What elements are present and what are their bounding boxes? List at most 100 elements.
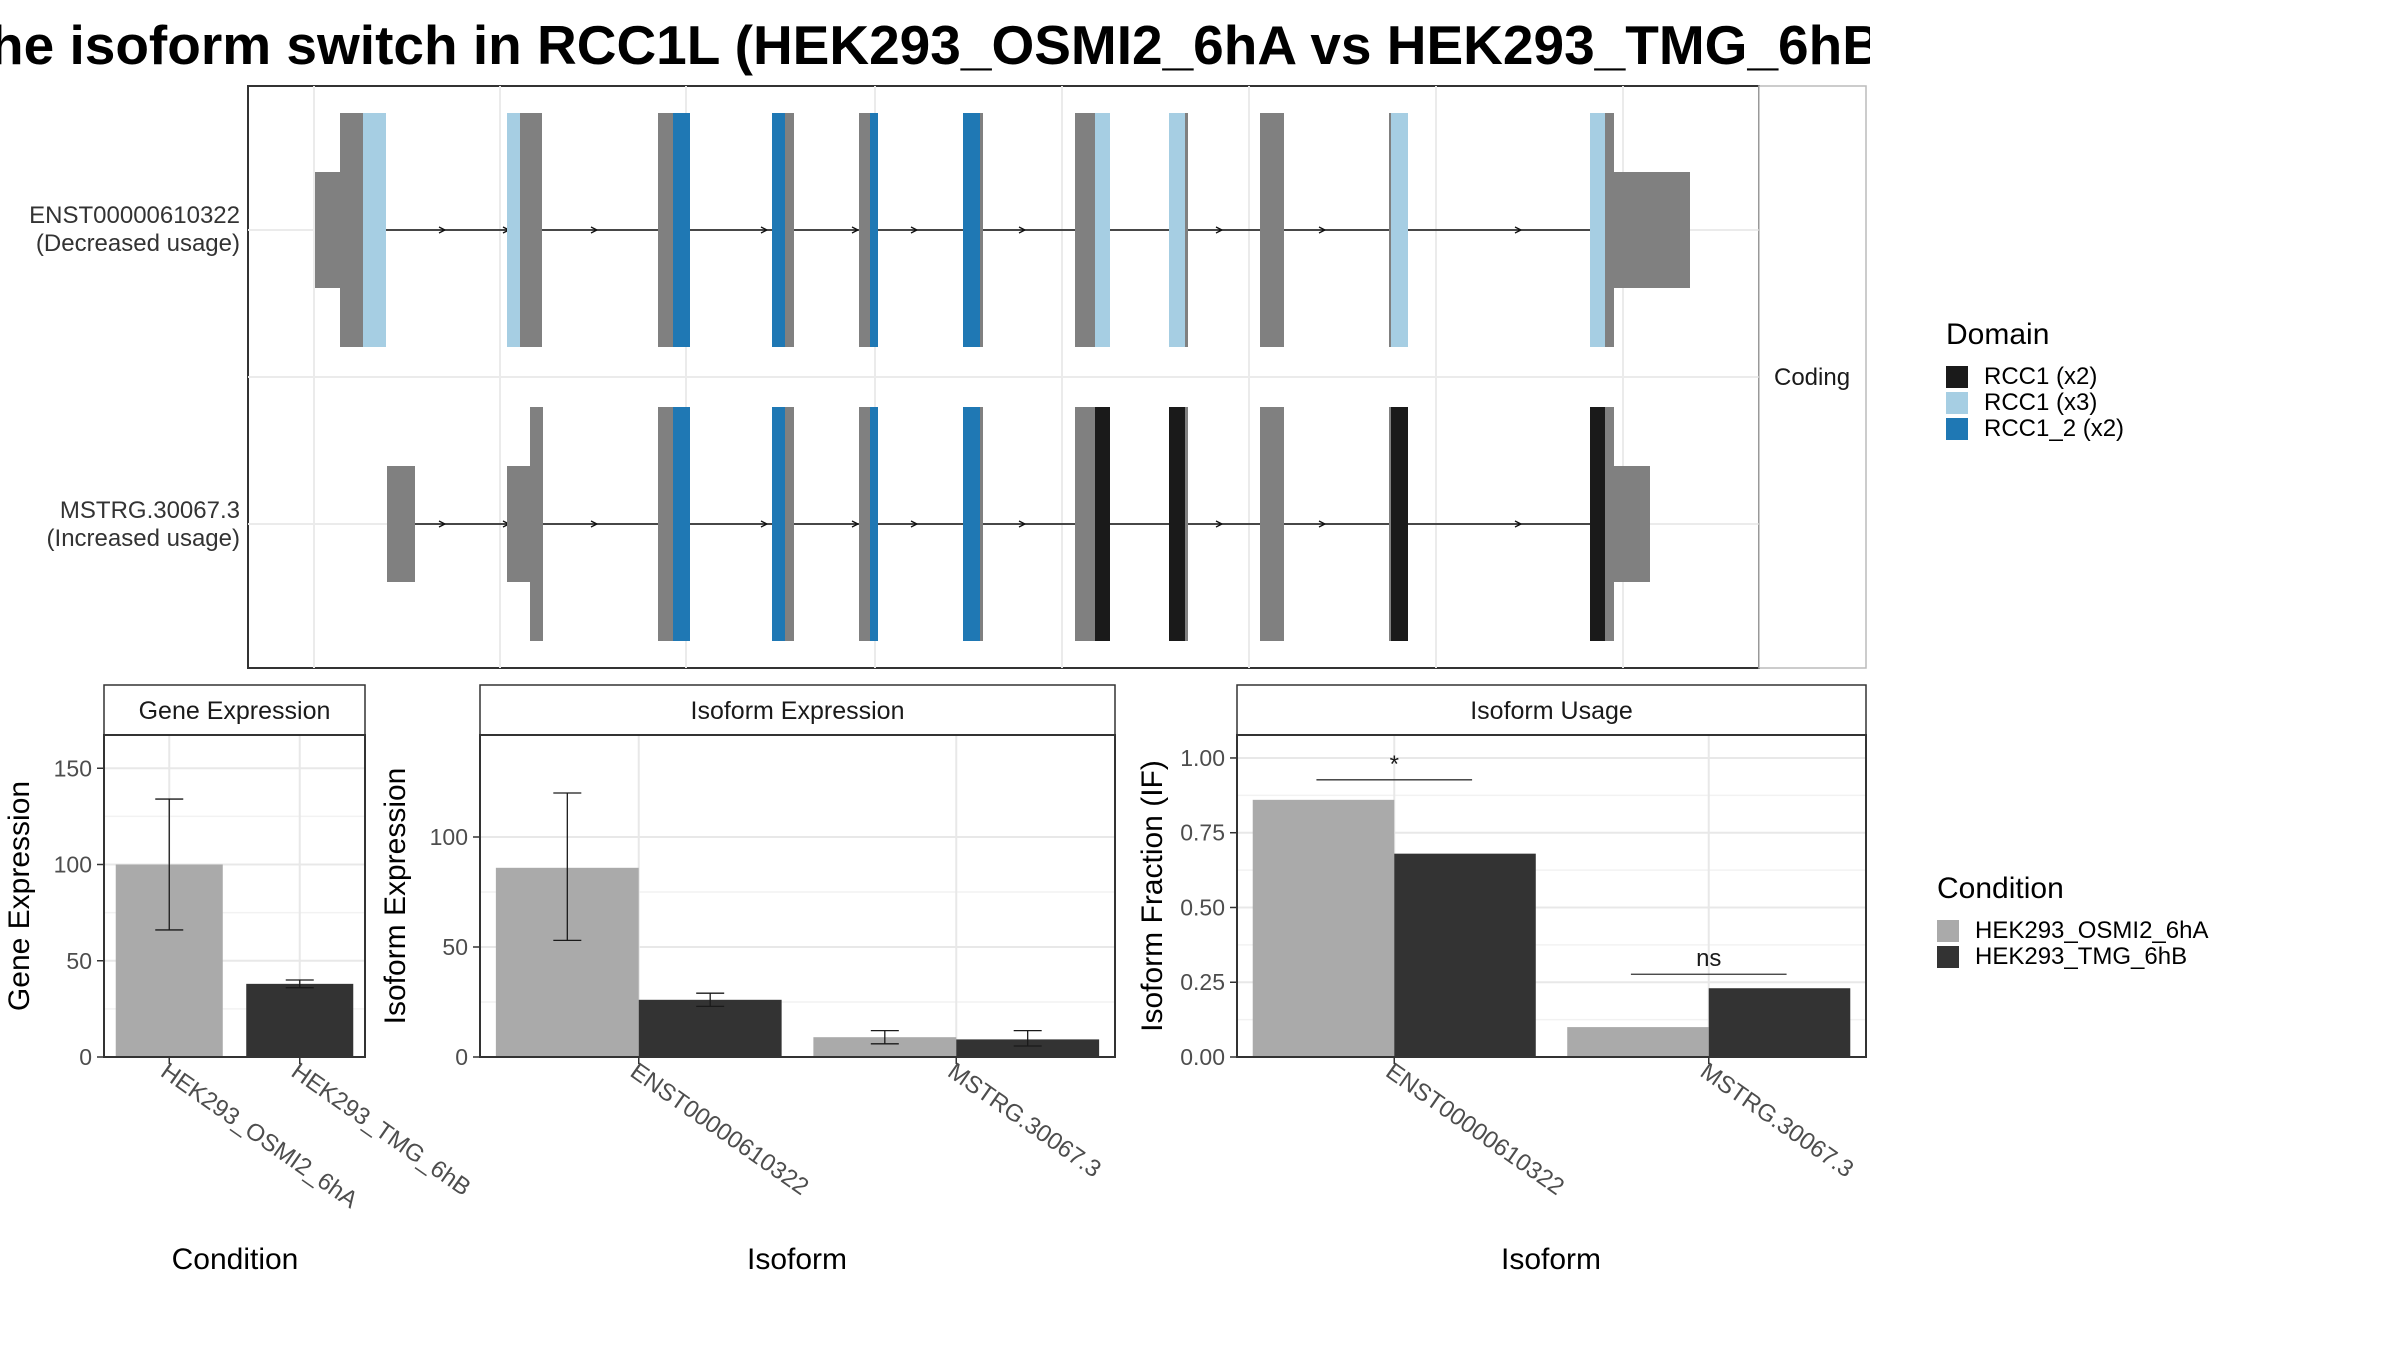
- chart-strip: [1236, 684, 1867, 736]
- bar: [956, 1039, 1100, 1057]
- structure-tracks: [315, 113, 1690, 641]
- bar: [1567, 1027, 1709, 1057]
- y-tick-label: 50: [442, 934, 468, 960]
- condition-legend-title: Condition: [1937, 872, 2064, 905]
- y-tick-label: 100: [54, 852, 92, 878]
- intron-arrow: [1018, 520, 1027, 528]
- domain-legend: Domain RCC1 (x2) RCC1 (x3) RCC1_2 (x2): [1946, 318, 2124, 442]
- figure-title: he isoform switch in RCC1L (HEK293_OSMI2…: [0, 14, 1870, 76]
- domain-block: [1095, 407, 1110, 641]
- x-axis-title: Condition: [172, 1243, 299, 1276]
- isoform-label-2-usage: (Increased usage): [46, 525, 240, 552]
- intron-arrow: [590, 226, 599, 234]
- y-tick-label: 0.50: [1180, 894, 1225, 920]
- isoform-label-1-id: ENST00000610322: [29, 202, 240, 229]
- y-tick-label: 0.75: [1180, 820, 1225, 846]
- intron-arrow: [438, 520, 447, 528]
- y-axis-title: Isoform Fraction (IF): [1136, 760, 1169, 1032]
- domain-legend-title: Domain: [1946, 318, 2050, 351]
- y-tick-label: 0.25: [1180, 969, 1225, 995]
- intron-arrow: [1215, 226, 1224, 234]
- y-tick-label: 100: [430, 824, 468, 850]
- chart-border: [1236, 734, 1867, 1058]
- domain-block: [1590, 407, 1605, 641]
- intron-arrow: [910, 520, 919, 528]
- bar: [1252, 799, 1395, 1057]
- legend-label: HEK293_TMG_6hB: [1975, 943, 2188, 970]
- chart-panel-2: Isoform Expression 0 50 100 ENST00000610322 M…: [379, 684, 1116, 1276]
- intron-arrow: [760, 520, 769, 528]
- bar: [638, 999, 782, 1057]
- chart-panel-3: Isoform Usage 0.00 0.25 0.50 0.75 1.00 * ns ENST…: [1136, 684, 1867, 1276]
- condition-legend-item: HEK293_OSMI2_6hA: [1937, 917, 2209, 944]
- x-tick-label: ENST00000610322: [625, 1058, 813, 1201]
- isoform-label-1: ENST00000610322 (Decreased usage): [0, 202, 240, 258]
- legend-swatch: [1946, 392, 1968, 414]
- bar: [1708, 988, 1851, 1057]
- intron-arrow: [590, 520, 599, 528]
- intron-arrow: [1514, 226, 1523, 234]
- chart-title: Isoform Usage: [1470, 697, 1633, 725]
- bar: [813, 1037, 957, 1057]
- domain-block: [363, 113, 386, 347]
- chart-title: Isoform Expression: [691, 697, 905, 725]
- exon: [340, 113, 363, 347]
- bar: [246, 983, 354, 1057]
- condition-legend-item: HEK293_TMG_6hB: [1937, 943, 2208, 970]
- domain-block: [772, 113, 785, 347]
- significance-label: ns: [1696, 945, 1721, 972]
- exon: [315, 172, 340, 288]
- y-tick-label: 150: [54, 755, 92, 781]
- isoform-label-2: MSTRG.30067.3 (Increased usage): [0, 497, 240, 553]
- intron-arrow: [851, 226, 860, 234]
- legend-label: RCC1_2 (x2): [1984, 415, 2125, 442]
- domain-block: [1095, 113, 1110, 347]
- domain-block: [772, 407, 785, 641]
- x-axis-title: Isoform: [1501, 1243, 1601, 1276]
- x-tick-label: MSTRG.30067.3: [1695, 1058, 1858, 1183]
- intron-arrow: [1215, 520, 1224, 528]
- legend-swatch: [1937, 920, 1959, 942]
- domain-legend-item: RCC1 (x3): [1946, 389, 2124, 416]
- exon: [1260, 113, 1284, 347]
- domain-block: [1169, 407, 1185, 641]
- intron-arrow: [910, 226, 919, 234]
- y-tick-label: 0: [455, 1044, 468, 1070]
- exon: [1614, 466, 1650, 582]
- y-axis-title: Gene Expression: [3, 781, 36, 1011]
- exon: [507, 466, 530, 582]
- domain-block: [673, 407, 690, 641]
- x-tick-label: ENST00000610322: [1381, 1058, 1569, 1201]
- x-tick-label: MSTRG.30067.3: [943, 1058, 1106, 1183]
- intron-arrow: [1514, 520, 1523, 528]
- y-tick-label: 1.00: [1180, 745, 1225, 771]
- intron-arrow: [760, 226, 769, 234]
- legend-swatch: [1937, 946, 1959, 968]
- domain-legend-item: RCC1 (x2): [1946, 363, 2124, 390]
- condition-legend: Condition HEK293_OSMI2_6hA HEK293_TMG_6h…: [1937, 872, 2208, 970]
- chart-strip: [479, 684, 1116, 736]
- domain-block: [1391, 407, 1408, 641]
- legend-label: RCC1 (x3): [1984, 389, 2098, 416]
- isoform-label-1-usage: (Decreased usage): [35, 230, 240, 257]
- domain-block: [870, 407, 878, 641]
- domain-block: [963, 407, 980, 641]
- y-tick-label: 0: [79, 1044, 92, 1070]
- domain-block: [1391, 113, 1408, 347]
- strip-panel: [1758, 85, 1867, 669]
- y-tick-label: 0.00: [1180, 1044, 1225, 1070]
- strip-label-coding: Coding: [1774, 364, 1850, 391]
- domain-block: [963, 113, 980, 347]
- legend-swatch: [1946, 366, 1968, 388]
- y-axis-title: Isoform Expression: [379, 768, 412, 1025]
- exon: [387, 466, 415, 582]
- isoform-label-2-id: MSTRG.30067.3: [59, 497, 240, 524]
- exon: [1260, 407, 1284, 641]
- intron-arrow: [851, 520, 860, 528]
- intron-arrow: [1018, 226, 1027, 234]
- domain-legend-item: RCC1_2 (x2): [1946, 415, 2125, 442]
- domain-block: [673, 113, 690, 347]
- legend-label: HEK293_OSMI2_6hA: [1975, 917, 2209, 944]
